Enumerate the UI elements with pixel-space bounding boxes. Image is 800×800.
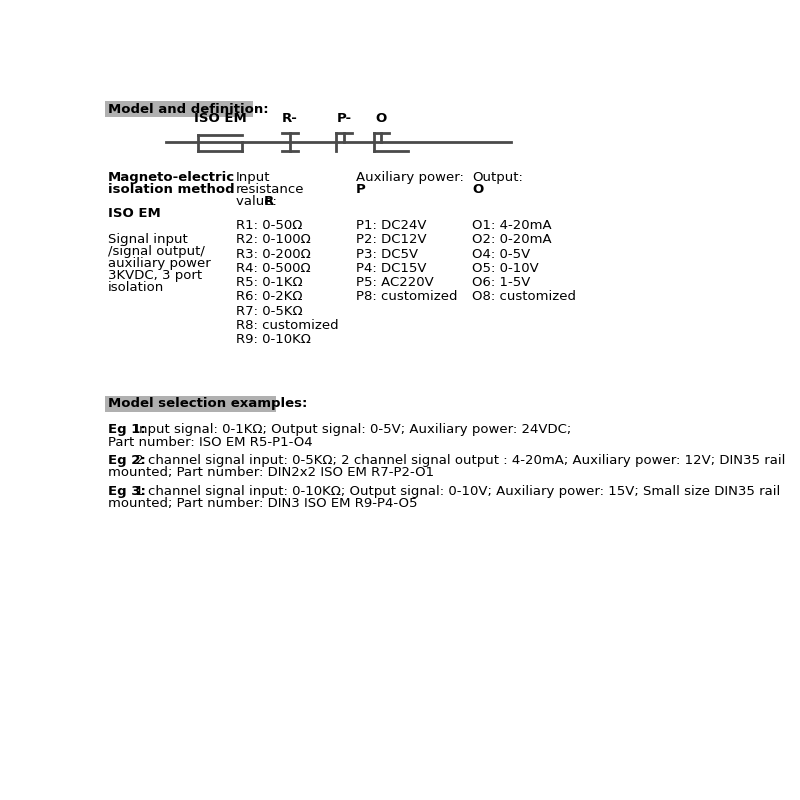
- Text: P3: DC5V: P3: DC5V: [356, 248, 418, 261]
- Text: isolation method: isolation method: [108, 183, 234, 196]
- Text: R7: 0-5KΩ: R7: 0-5KΩ: [236, 305, 302, 318]
- Text: 1 channel signal input: 0-10KΩ; Output signal: 0-10V; Auxiliary power: 15V; Smal: 1 channel signal input: 0-10KΩ; Output s…: [131, 485, 780, 498]
- Text: Input signal: 0-1KΩ; Output signal: 0-5V; Auxiliary power: 24VDC;: Input signal: 0-1KΩ; Output signal: 0-5V…: [131, 423, 571, 436]
- Text: auxiliary power: auxiliary power: [108, 258, 210, 270]
- Text: O8: customized: O8: customized: [472, 290, 576, 303]
- Text: P-: P-: [337, 112, 352, 126]
- FancyBboxPatch shape: [106, 102, 253, 117]
- Text: Eg 3:: Eg 3:: [108, 485, 146, 498]
- Text: value:: value:: [236, 195, 281, 208]
- Text: Output:: Output:: [472, 171, 523, 185]
- Text: P8: customized: P8: customized: [356, 290, 458, 303]
- Text: R-: R-: [282, 112, 298, 126]
- Text: P2: DC12V: P2: DC12V: [356, 234, 426, 246]
- Text: O: O: [376, 112, 387, 126]
- Text: resistance: resistance: [236, 183, 304, 196]
- Text: R3: 0-200Ω: R3: 0-200Ω: [236, 248, 310, 261]
- Text: Auxiliary power:: Auxiliary power:: [356, 171, 464, 185]
- Text: O5: 0-10V: O5: 0-10V: [472, 262, 538, 275]
- Text: O4: 0-5V: O4: 0-5V: [472, 248, 530, 261]
- Text: R9: 0-10KΩ: R9: 0-10KΩ: [236, 333, 310, 346]
- Text: /signal output/: /signal output/: [108, 246, 205, 258]
- Text: R8: customized: R8: customized: [236, 319, 338, 332]
- Text: ISO EM: ISO EM: [194, 112, 246, 126]
- Text: R5: 0-1KΩ: R5: 0-1KΩ: [236, 276, 302, 289]
- Text: Eg 1:: Eg 1:: [108, 423, 146, 436]
- Text: P: P: [356, 183, 366, 196]
- Text: mounted; Part number: DIN2x2 ISO EM R7-P2-O1: mounted; Part number: DIN2x2 ISO EM R7-P…: [108, 466, 434, 479]
- Text: Model selection examples:: Model selection examples:: [108, 398, 307, 410]
- Text: O: O: [472, 183, 483, 196]
- Text: Eg 2:: Eg 2:: [108, 454, 146, 467]
- Text: P5: AC220V: P5: AC220V: [356, 276, 434, 289]
- Text: R1: 0-50Ω: R1: 0-50Ω: [236, 219, 302, 232]
- Text: 3KVDC, 3 port: 3KVDC, 3 port: [108, 270, 202, 282]
- Text: O1: 4-20mA: O1: 4-20mA: [472, 219, 552, 232]
- Text: Model and definition:: Model and definition:: [108, 102, 268, 115]
- Text: O6: 1-5V: O6: 1-5V: [472, 276, 530, 289]
- FancyBboxPatch shape: [106, 396, 276, 412]
- Text: R2: 0-100Ω: R2: 0-100Ω: [236, 234, 310, 246]
- Text: Part number: ISO EM R5-P1-O4: Part number: ISO EM R5-P1-O4: [108, 435, 312, 449]
- Text: R4: 0-500Ω: R4: 0-500Ω: [236, 262, 310, 275]
- Text: ISO EM: ISO EM: [108, 207, 161, 220]
- Text: isolation: isolation: [108, 281, 164, 294]
- Text: R6: 0-2KΩ: R6: 0-2KΩ: [236, 290, 302, 303]
- Text: mounted; Part number: DIN3 ISO EM R9-P4-O5: mounted; Part number: DIN3 ISO EM R9-P4-…: [108, 497, 418, 510]
- Text: Signal input: Signal input: [108, 234, 187, 246]
- Text: P1: DC24V: P1: DC24V: [356, 219, 426, 232]
- Text: Input: Input: [236, 171, 270, 185]
- Text: R: R: [263, 195, 274, 208]
- Text: 2 channel signal input: 0-5KΩ; 2 channel signal output : 4-20mA; Auxiliary power: 2 channel signal input: 0-5KΩ; 2 channel…: [131, 454, 786, 467]
- Text: Magneto-electric: Magneto-electric: [108, 171, 235, 185]
- Text: O2: 0-20mA: O2: 0-20mA: [472, 234, 552, 246]
- Text: P4: DC15V: P4: DC15V: [356, 262, 426, 275]
